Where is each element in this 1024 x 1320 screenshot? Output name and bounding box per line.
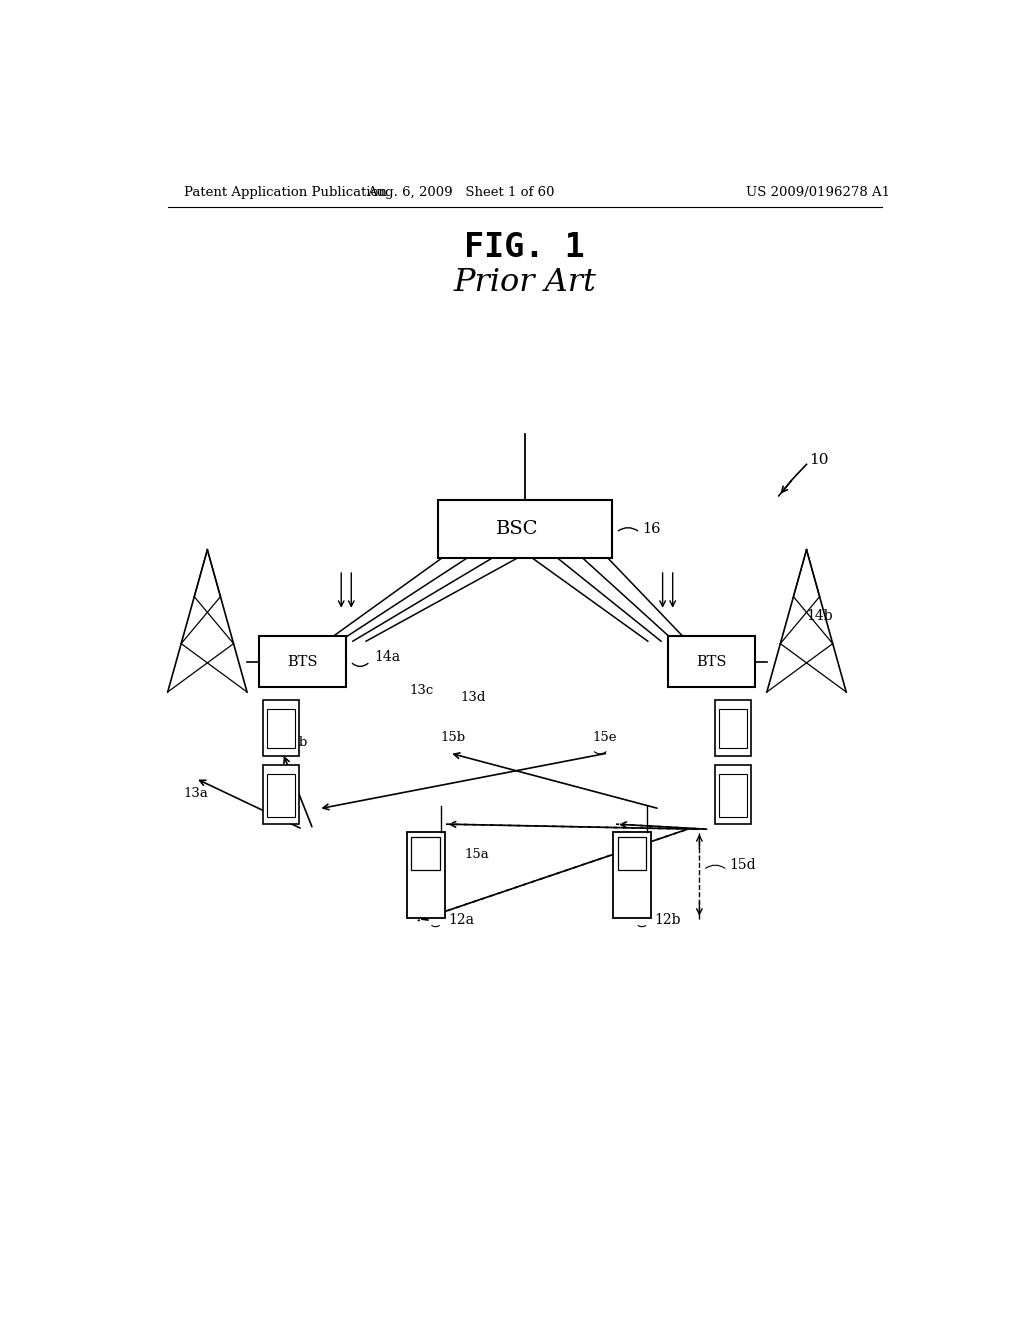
Text: US 2009/0196278 A1: US 2009/0196278 A1 — [746, 186, 891, 199]
Text: 15d: 15d — [729, 858, 756, 871]
Text: 13a: 13a — [183, 787, 208, 800]
Text: 15b: 15b — [440, 731, 466, 744]
Bar — [259, 636, 346, 686]
Bar — [407, 832, 444, 919]
Bar — [613, 832, 651, 919]
Text: 13c: 13c — [410, 685, 434, 697]
Bar — [715, 766, 751, 824]
Text: 15a: 15a — [465, 849, 489, 861]
Bar — [267, 775, 295, 817]
Bar — [412, 837, 440, 870]
Text: Aug. 6, 2009   Sheet 1 of 60: Aug. 6, 2009 Sheet 1 of 60 — [368, 186, 555, 199]
Bar — [715, 700, 751, 756]
Text: Patent Application Publication: Patent Application Publication — [183, 186, 386, 199]
Text: 13b: 13b — [282, 737, 307, 750]
Bar — [668, 636, 755, 686]
Bar — [263, 766, 299, 824]
Bar — [437, 500, 612, 558]
Text: 12b: 12b — [654, 912, 681, 927]
Text: Prior Art: Prior Art — [454, 267, 596, 298]
Text: 15e: 15e — [592, 731, 616, 744]
Bar — [617, 837, 646, 870]
Text: 10: 10 — [809, 453, 828, 467]
Bar — [719, 709, 748, 748]
Text: FIG. 1: FIG. 1 — [465, 231, 585, 264]
Text: BSC: BSC — [496, 520, 539, 539]
Bar — [263, 700, 299, 756]
Text: 14b: 14b — [807, 609, 834, 623]
Text: BTS: BTS — [288, 655, 317, 668]
Text: 13d: 13d — [461, 690, 486, 704]
Bar — [719, 775, 748, 817]
Text: 16: 16 — [642, 523, 660, 536]
Text: 14a: 14a — [374, 651, 400, 664]
Text: 12a: 12a — [447, 912, 474, 927]
Text: BTS: BTS — [696, 655, 727, 668]
Bar — [267, 709, 295, 748]
